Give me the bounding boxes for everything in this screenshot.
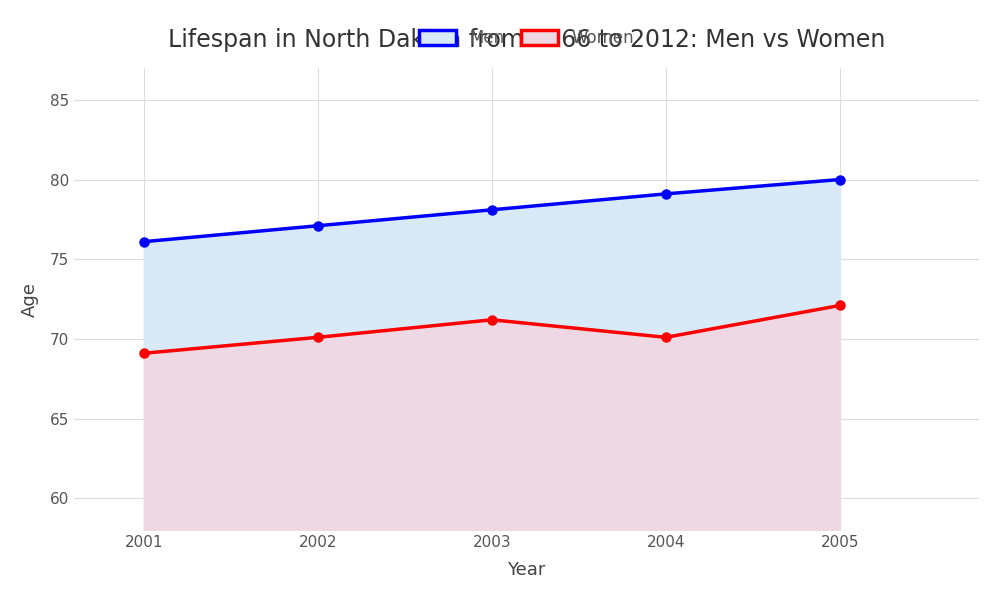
X-axis label: Year: Year (507, 561, 546, 579)
Y-axis label: Age: Age (21, 281, 39, 317)
Legend: Men, Women: Men, Women (411, 21, 642, 55)
Title: Lifespan in North Dakota from 1966 to 2012: Men vs Women: Lifespan in North Dakota from 1966 to 20… (168, 28, 885, 52)
